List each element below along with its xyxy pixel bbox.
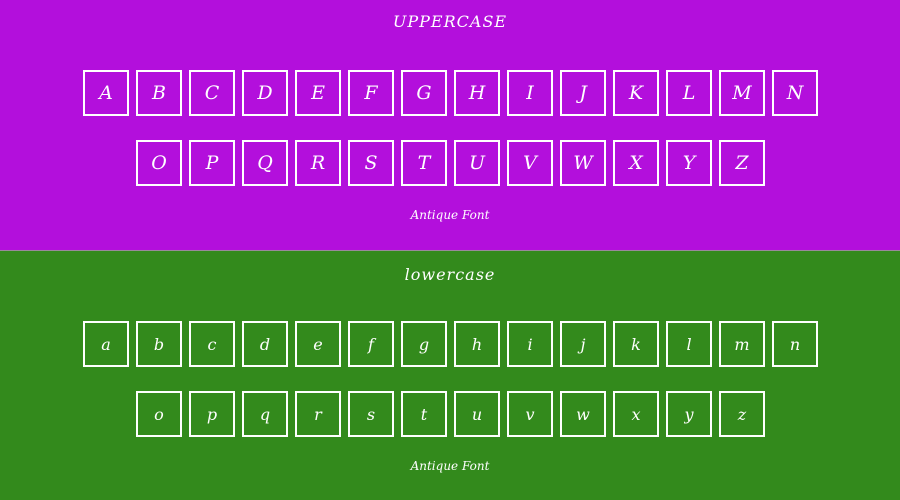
glyph-box: T — [401, 140, 447, 186]
glyph-box: O — [136, 140, 182, 186]
glyph-box: N — [772, 70, 818, 116]
glyph-box: R — [295, 140, 341, 186]
glyph-box: l — [666, 321, 712, 367]
glyph-box: q — [242, 391, 288, 437]
glyph-box: a — [83, 321, 129, 367]
uppercase-footer: Antique Font — [410, 208, 490, 222]
glyph-box: m — [719, 321, 765, 367]
glyph-box: x — [613, 391, 659, 437]
glyph-box: c — [189, 321, 235, 367]
glyph-box: J — [560, 70, 606, 116]
glyph-box: S — [348, 140, 394, 186]
glyph-box: M — [719, 70, 765, 116]
glyph-box: G — [401, 70, 447, 116]
glyph-box: C — [189, 70, 235, 116]
lowercase-title: lowercase — [404, 265, 496, 284]
uppercase-title: UPPERCASE — [392, 12, 508, 31]
glyph-box: A — [83, 70, 129, 116]
glyph-box: L — [666, 70, 712, 116]
glyph-box: f — [348, 321, 394, 367]
glyph-box: Z — [719, 140, 765, 186]
glyph-box: z — [719, 391, 765, 437]
glyph-box: n — [772, 321, 818, 367]
lowercase-footer: Antique Font — [410, 459, 490, 473]
glyph-box: I — [507, 70, 553, 116]
glyph-box: d — [242, 321, 288, 367]
glyph-box: Q — [242, 140, 288, 186]
glyph-box: P — [189, 140, 235, 186]
glyph-box: p — [189, 391, 235, 437]
glyph-box: D — [242, 70, 288, 116]
glyph-box: k — [613, 321, 659, 367]
glyph-box: t — [401, 391, 447, 437]
glyph-box: o — [136, 391, 182, 437]
glyph-box: s — [348, 391, 394, 437]
glyph-box: H — [454, 70, 500, 116]
glyph-box: j — [560, 321, 606, 367]
glyph-box: v — [507, 391, 553, 437]
glyph-box: F — [348, 70, 394, 116]
glyph-box: e — [295, 321, 341, 367]
glyph-box: E — [295, 70, 341, 116]
glyph-box: U — [454, 140, 500, 186]
glyph-box: W — [560, 140, 606, 186]
glyph-box: r — [295, 391, 341, 437]
glyph-box: w — [560, 391, 606, 437]
glyph-box: Y — [666, 140, 712, 186]
glyph-box: h — [454, 321, 500, 367]
glyph-box: b — [136, 321, 182, 367]
glyph-box: g — [401, 321, 447, 367]
glyph-box: i — [507, 321, 553, 367]
glyph-box: V — [507, 140, 553, 186]
glyph-box: B — [136, 70, 182, 116]
glyph-box: u — [454, 391, 500, 437]
glyph-box: K — [613, 70, 659, 116]
glyph-box: X — [613, 140, 659, 186]
glyph-box: y — [666, 391, 712, 437]
